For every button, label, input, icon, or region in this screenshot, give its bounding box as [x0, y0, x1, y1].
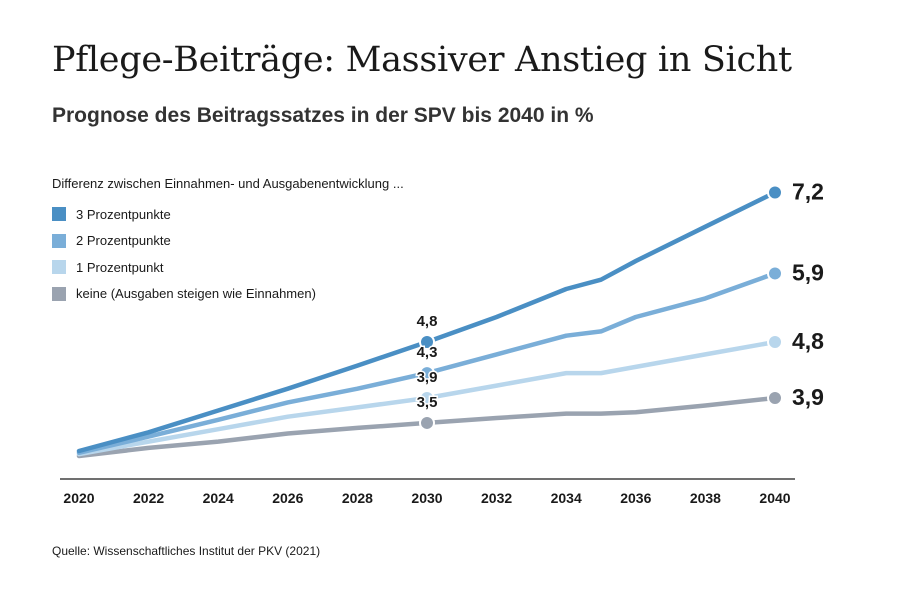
legend-item-keine: keine (Ausgaben steigen wie Einnahmen): [52, 281, 404, 308]
legend-label: 3 Prozentpunkte: [76, 206, 171, 222]
data-label-end: 3,9: [792, 384, 824, 410]
data-point-marker: [767, 184, 783, 201]
x-tick-label: 2026: [272, 490, 303, 506]
legend-swatch: [52, 286, 66, 301]
x-tick-label: 2030: [411, 490, 442, 506]
legend-swatch: [52, 260, 66, 275]
legend-item-2-prozentpunkte: 2 Prozentpunkte: [52, 228, 404, 255]
legend-title: Differenz zwischen Einnahmen- und Ausgab…: [52, 176, 404, 191]
data-label: 4,8: [417, 313, 438, 330]
legend-swatch: [52, 233, 66, 248]
x-tick-label: 2040: [759, 490, 790, 506]
x-tick-label: 2020: [63, 490, 94, 506]
x-tick-label: 2034: [551, 490, 582, 506]
x-tick-label: 2032: [481, 490, 512, 506]
x-tick-label: 2036: [620, 490, 651, 506]
data-point-marker: [767, 390, 783, 407]
chart-title: Pflege-Beiträge: Massiver Anstieg in Sic…: [52, 40, 792, 80]
series-line-2: [76, 339, 778, 457]
data-point-marker: [419, 365, 435, 382]
data-label: 4,3: [417, 344, 438, 361]
chart-subtitle: Prognose des Beitragssatzes in der SPV b…: [52, 104, 594, 127]
series-line-3: [76, 395, 778, 459]
x-tick-label: 2022: [133, 490, 164, 506]
data-label: 3,5: [417, 394, 438, 411]
x-tick-label: 2024: [203, 490, 234, 506]
x-tick-label: 2028: [342, 490, 373, 506]
legend-label: 2 Prozentpunkte: [76, 233, 171, 249]
data-label: 3,9: [417, 369, 438, 386]
legend-item-3-prozentpunkte: 3 Prozentpunkte: [52, 201, 404, 228]
legend-item-1-prozentpunkt: 1 Prozentpunkt: [52, 254, 404, 281]
series-line-0: [76, 190, 778, 454]
data-point-marker: [767, 265, 783, 282]
legend: Differenz zwischen Einnahmen- und Ausgab…: [52, 176, 404, 307]
data-point-marker: [419, 414, 435, 431]
source-note: Quelle: Wissenschaftliches Institut der …: [52, 544, 321, 558]
data-label-end: 7,2: [792, 178, 824, 204]
data-point-marker: [419, 333, 435, 350]
series-line-1: [76, 271, 778, 456]
data-label-end: 5,9: [792, 259, 824, 285]
legend-swatch: [52, 207, 66, 222]
data-point-marker: [419, 390, 435, 407]
legend-label: 1 Prozentpunkt: [76, 259, 164, 275]
data-point-marker: [767, 333, 783, 350]
legend-label: keine (Ausgaben steigen wie Einnahmen): [76, 286, 316, 302]
x-tick-label: 2038: [690, 490, 721, 506]
data-label-end: 4,8: [792, 328, 824, 354]
